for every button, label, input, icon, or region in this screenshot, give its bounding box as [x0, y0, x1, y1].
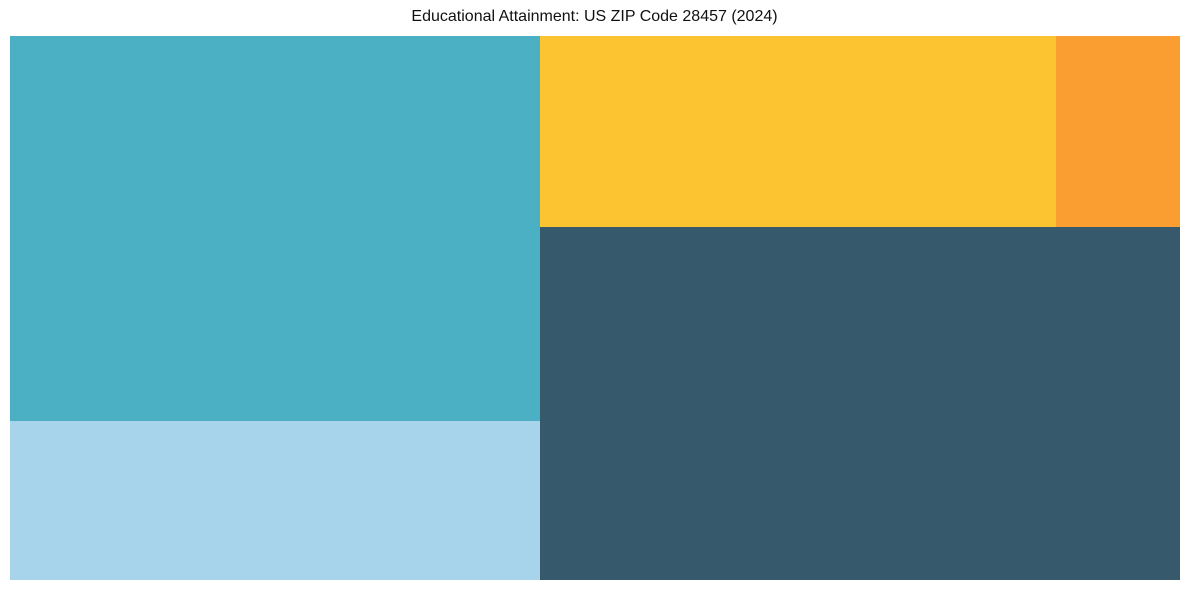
- treemap-segment-5[interactable]: [540, 227, 1180, 580]
- treemap-segment-3[interactable]: [540, 36, 1056, 227]
- treemap-segment-1[interactable]: [10, 36, 540, 421]
- treemap-segment-2[interactable]: [10, 421, 540, 580]
- chart-title: Educational Attainment: US ZIP Code 2845…: [411, 8, 778, 25]
- treemap-segment-4[interactable]: [1056, 36, 1180, 227]
